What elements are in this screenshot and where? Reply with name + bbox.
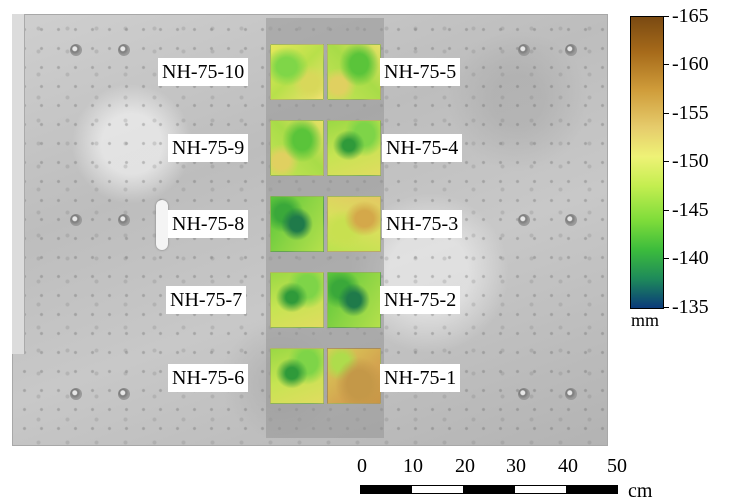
colorbar-tick — [663, 307, 669, 308]
sample-label: NH-75-7 — [166, 286, 247, 314]
anchor-bolt — [70, 388, 82, 400]
colorbar-tick — [663, 210, 669, 211]
sample-label: NH-75-3 — [382, 210, 463, 238]
scale-bar-tick-label: 30 — [506, 455, 526, 477]
colorbar-tick-label: -145 — [672, 199, 709, 221]
anchor-bolt — [518, 44, 530, 56]
anchor-bolt — [70, 44, 82, 56]
colorbar — [630, 16, 664, 309]
height-map-patch-right-3 — [327, 196, 381, 252]
sample-label: NH-75-8 — [168, 210, 249, 238]
colorbar-tick-label: -140 — [672, 247, 709, 269]
scale-bar-tick-label: 10 — [403, 455, 423, 477]
colorbar-tick-label: -155 — [672, 102, 709, 124]
scale-bar-tick-label: 40 — [558, 455, 578, 477]
colorbar-tick-label: -165 — [672, 5, 709, 27]
sample-label: NH-75-9 — [168, 134, 249, 162]
height-map-patch-right-1 — [327, 44, 381, 100]
sample-label: NH-75-6 — [168, 364, 249, 392]
scale-bar — [360, 485, 618, 494]
colorbar-tick — [663, 64, 669, 65]
anchor-bolt — [565, 388, 577, 400]
colorbar-tick-label: -160 — [672, 53, 709, 75]
anchor-bolt — [565, 44, 577, 56]
height-map-patch-left-3 — [270, 196, 324, 252]
sample-label: NH-75-2 — [380, 286, 461, 314]
colorbar-tick — [663, 113, 669, 114]
anchor-bolt — [70, 214, 82, 226]
sample-label: NH-75-1 — [380, 364, 461, 392]
surface-void — [156, 200, 168, 250]
height-map-patch-right-4 — [327, 272, 381, 328]
anchor-bolt — [118, 388, 130, 400]
anchor-bolt — [565, 214, 577, 226]
height-map-patch-left-1 — [270, 44, 324, 100]
scale-bar-tick-label: 50 — [607, 455, 627, 477]
scale-bar-tick-label: 20 — [455, 455, 475, 477]
height-map-patch-left-2 — [270, 120, 324, 176]
sample-label: NH-75-4 — [382, 134, 463, 162]
colorbar-tick — [663, 258, 669, 259]
height-map-patch-left-5 — [270, 348, 324, 404]
scale-bar-unit: cm — [628, 480, 653, 502]
colorbar-tick-label: -135 — [672, 296, 709, 318]
height-map-patch-left-4 — [270, 272, 324, 328]
height-map-patch-right-5 — [327, 348, 381, 404]
sample-label: NH-75-5 — [380, 58, 461, 86]
sample-label: NH-75-10 — [158, 58, 249, 86]
anchor-bolt — [518, 214, 530, 226]
colorbar-tick — [663, 16, 669, 17]
scale-bar-tick-label: 0 — [357, 455, 367, 477]
anchor-bolt — [118, 214, 130, 226]
colorbar-unit: mm — [631, 310, 660, 330]
slab-edge — [12, 14, 25, 354]
anchor-bolt — [118, 44, 130, 56]
colorbar-tick-label: -150 — [672, 150, 709, 172]
anchor-bolt — [518, 388, 530, 400]
colorbar-tick — [663, 161, 669, 162]
height-map-patch-right-2 — [327, 120, 381, 176]
